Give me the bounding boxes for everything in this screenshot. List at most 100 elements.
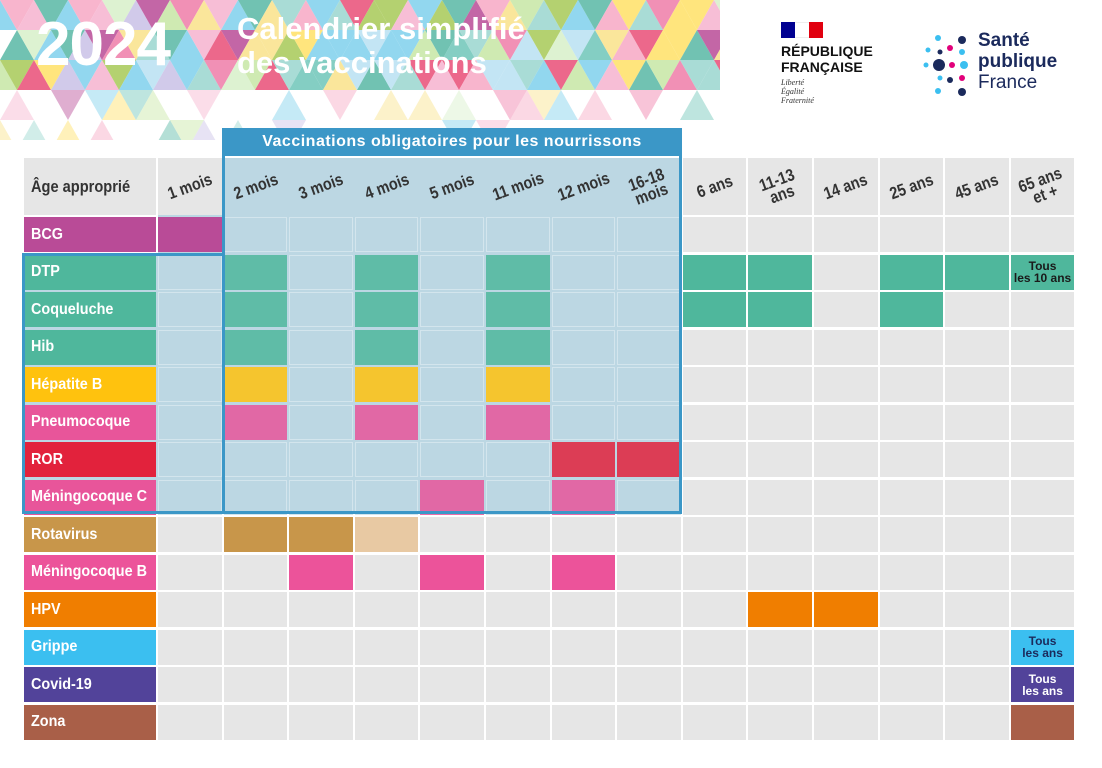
vaccination-cell-scheduled: [486, 404, 550, 440]
vaccination-cell: [551, 367, 616, 402]
vaccination-cell-scheduled: [289, 517, 353, 552]
mosaic-triangle: [442, 60, 476, 90]
mosaic-triangle: [0, 120, 12, 140]
mosaic-triangle: [391, 60, 425, 90]
vaccination-cell-scheduled: [879, 292, 944, 327]
mosaic-triangle: [289, 30, 323, 60]
mosaic-triangle: [136, 30, 170, 60]
mosaic-triangle: [0, 30, 34, 60]
mosaic-triangle: [629, 0, 663, 30]
mosaic-triangle: [442, 0, 476, 30]
mosaic-triangle: [289, 60, 323, 90]
vaccination-cell: [682, 479, 747, 515]
vaccination-cell: [814, 554, 878, 590]
mosaic-triangle: [544, 60, 578, 90]
vaccination-cell-scheduled: [223, 404, 288, 440]
mosaic-triangle: [0, 0, 34, 30]
mosaic-triangle: [170, 120, 204, 140]
mosaic-triangle: [493, 0, 527, 30]
mosaic-triangle: [192, 120, 216, 140]
vaccination-cell: [617, 254, 681, 290]
motto-liberte: Liberté: [781, 78, 805, 87]
vaccination-cell: [682, 442, 747, 477]
vaccination-cell-scheduled: [617, 442, 681, 477]
calendar-year: 2024: [36, 10, 171, 79]
age-column-header: [486, 158, 550, 215]
mosaic-triangle: [357, 60, 391, 90]
age-column-header: [879, 158, 944, 215]
mosaic-triangle: [158, 120, 182, 140]
mosaic-triangle: [187, 90, 221, 120]
vaccination-cell: [486, 704, 550, 740]
mosaic-triangle: [323, 60, 357, 90]
vaccination-cell: [945, 667, 1009, 702]
mosaic-triangle: [221, 30, 255, 60]
mosaic-triangle: [22, 120, 46, 140]
mosaic-triangle: [374, 60, 408, 90]
mosaic-triangle: [663, 60, 697, 90]
mosaic-triangle: [34, 30, 68, 60]
mosaic-triangle: [102, 30, 136, 60]
mosaic-triangle: [119, 30, 153, 60]
age-label-text: 3 mois: [296, 169, 346, 204]
vaccination-cell: [158, 592, 222, 627]
vaccination-cell: [223, 479, 288, 515]
vaccination-cell-scheduled: [289, 554, 353, 590]
mosaic-triangle: [90, 120, 114, 140]
vaccination-cell: [748, 442, 812, 477]
mosaic-triangle: [153, 60, 187, 90]
vaccination-cell: [814, 254, 878, 290]
vaccination-cell: [223, 217, 288, 252]
vaccination-cell: [551, 329, 616, 365]
vaccination-cell-scheduled: [223, 367, 288, 402]
mosaic-triangle: [408, 0, 442, 30]
vaccination-cell: [1010, 367, 1075, 402]
vaccination-cell: [945, 217, 1009, 252]
vaccination-cell: [945, 292, 1009, 327]
vaccine-name: Hépatite B: [31, 375, 103, 393]
vaccination-cell: [879, 367, 944, 402]
mosaic-triangle: [187, 60, 221, 90]
vaccination-cell: [158, 442, 222, 477]
vaccination-cell: [223, 704, 288, 740]
mosaic-triangle: [238, 60, 272, 90]
mosaic-triangle: [459, 0, 493, 30]
mosaic-triangle: [306, 30, 340, 60]
mosaic-triangle: [612, 0, 646, 30]
mosaic-triangle: [578, 0, 612, 30]
mosaic-triangle: [170, 0, 204, 30]
vaccination-cell: [1010, 217, 1075, 252]
mosaic-triangle: [119, 90, 153, 120]
vaccination-cell: [617, 517, 681, 552]
vaccination-cell: [289, 629, 353, 665]
vaccination-cell-scheduled: [354, 404, 419, 440]
vaccination-cell: [354, 554, 419, 590]
vaccination-cell-scheduled: [354, 329, 419, 365]
mosaic-triangle: [612, 30, 646, 60]
mosaic-triangle: [102, 60, 136, 90]
mosaic-triangle: [323, 30, 357, 60]
mosaic-triangle: [204, 60, 238, 90]
vaccination-cell: [486, 442, 550, 477]
vaccination-cell: [551, 704, 616, 740]
mosaic-triangle: [187, 30, 221, 60]
vaccination-cell: [879, 217, 944, 252]
mosaic-triangle: [476, 0, 510, 30]
vaccination-cell: [879, 329, 944, 365]
mosaic-triangle: [561, 60, 595, 90]
mosaic-triangle: [391, 30, 425, 60]
age-label-text: 1 mois: [164, 169, 215, 204]
mosaic-triangle: [51, 0, 85, 30]
vaccination-cell-scheduled: [354, 517, 419, 552]
age-column-header: [158, 158, 222, 215]
vaccination-cell: [814, 292, 878, 327]
age-column-header: [354, 158, 419, 215]
vaccination-cell: [158, 329, 222, 365]
mosaic-triangle: [391, 0, 425, 30]
mosaic-triangle: [272, 60, 306, 90]
vaccine-row-label: Hépatite B: [24, 367, 156, 402]
mosaic-triangle: [646, 0, 680, 30]
vaccination-cell: [289, 404, 353, 440]
vaccination-cell: [420, 329, 484, 365]
vaccination-cell: [879, 704, 944, 740]
